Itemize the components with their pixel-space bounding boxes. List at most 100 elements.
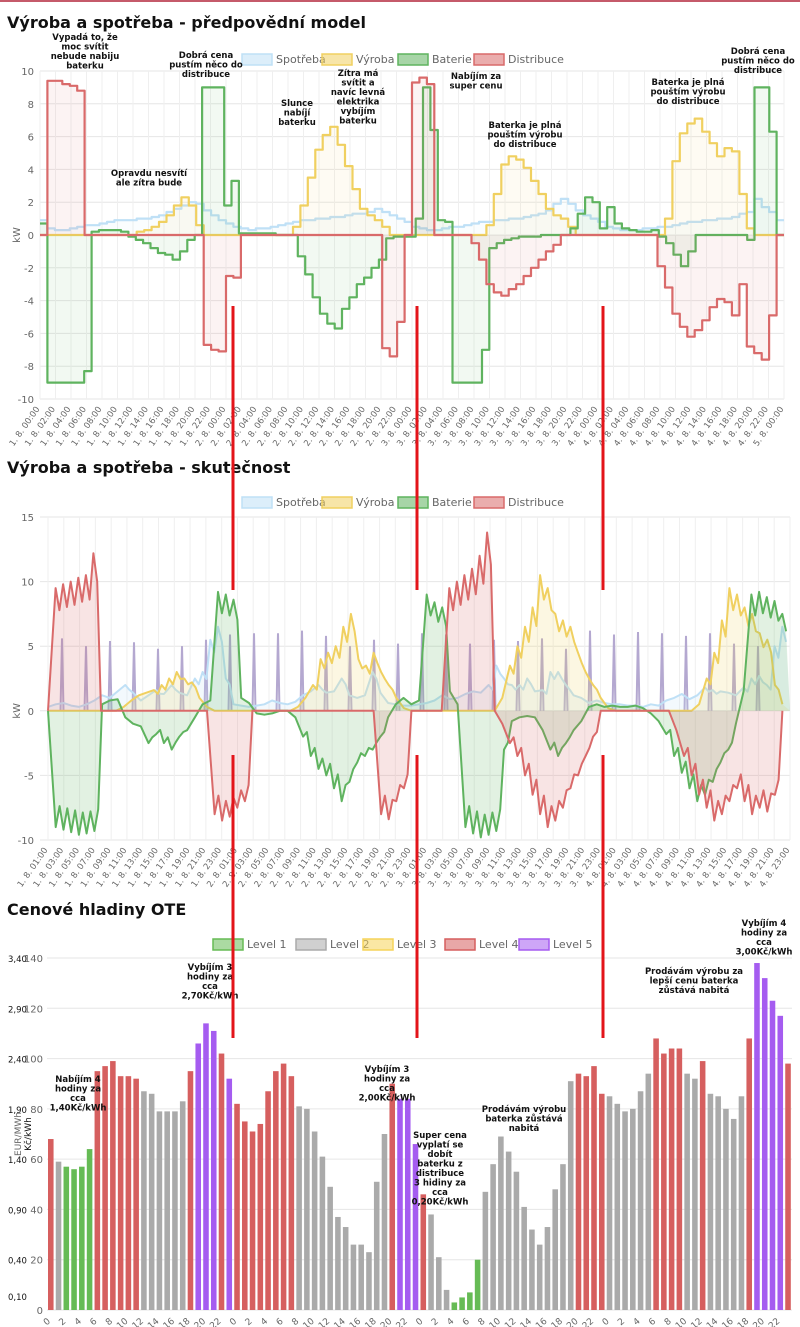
actual-consumption-spike <box>275 633 281 711</box>
actual-consumption-spike <box>395 643 401 711</box>
price-xtick: 16 <box>162 1316 177 1327</box>
price-ytick-czk: 3,40 <box>8 955 27 965</box>
price-xtick: 0 <box>42 1316 53 1327</box>
price-ytick-czk: 1,90 <box>8 1106 27 1116</box>
price-bar <box>125 1076 132 1310</box>
forecast-annotation: Nabíjím za super cenu <box>449 72 502 92</box>
price-bar <box>55 1161 62 1310</box>
legend-label-forecast-spotreba: Spotřeba <box>276 53 326 66</box>
price-xtick: 4 <box>73 1316 84 1327</box>
price-bar <box>79 1166 85 1310</box>
actual-series-area-baterie <box>48 591 790 838</box>
price-bar <box>110 1061 116 1310</box>
legend-label-actual-spotreba: Spotřeba <box>276 496 326 509</box>
forecast-ytick: 2 <box>28 198 34 209</box>
forecast-series-area-spotreba <box>40 198 784 235</box>
forecast-ytick: 6 <box>28 133 34 144</box>
price-bar <box>591 1066 597 1310</box>
legend-swatch-forecast-distribuce <box>473 53 505 66</box>
price-bar <box>265 1091 271 1310</box>
price-bar <box>156 1111 163 1310</box>
price-bar <box>288 1076 295 1310</box>
price-bar <box>304 1108 310 1310</box>
price-bar <box>498 1136 504 1310</box>
price-bar <box>459 1297 465 1310</box>
legend-swatch-forecast-spotreba <box>241 53 273 66</box>
price-xtick: 18 <box>364 1316 379 1327</box>
price-bar <box>412 1144 419 1310</box>
price-ytick-czk: 0,90 <box>8 1206 27 1216</box>
forecast-annotation: Dobrá cena pustím něco do distribuce <box>721 47 795 76</box>
forecast-annotation: Vypadá to, že moc svítit nebude nabiju bate… <box>51 33 120 72</box>
price-xtick: 0 <box>228 1316 239 1327</box>
price-xtick: 16 <box>721 1316 736 1327</box>
price-ytick: 120 <box>24 1004 43 1015</box>
price-bar <box>560 1164 566 1310</box>
price-bar <box>195 1043 202 1310</box>
forecast-series-spotreba <box>40 197 784 232</box>
price-bar <box>684 1073 690 1310</box>
actual-consumption-spike <box>755 646 761 711</box>
price-bar <box>342 1227 349 1310</box>
price-bar <box>637 1091 644 1310</box>
price-bar <box>48 1139 54 1310</box>
price-ytick: 40 <box>30 1205 43 1216</box>
actual-consumption-spike <box>563 648 569 711</box>
actual-ytick: -10 <box>18 836 34 847</box>
forecast-ytick: 0 <box>28 231 34 242</box>
legend-label-forecast-baterie: Baterie <box>432 53 472 66</box>
price-bar <box>521 1206 527 1310</box>
price-annotation: Vybíjím 3 hodiny za cca 2,00Kč/kWh <box>359 1065 416 1104</box>
price-bar <box>653 1038 659 1310</box>
forecast-series-area-vyroba <box>40 118 784 235</box>
forecast-series-vyroba <box>40 117 784 237</box>
forecast-title: Výroba a spotřeba - předpovědní model <box>7 13 366 32</box>
price-bar <box>257 1123 264 1310</box>
legend-label-forecast-distribuce: Distribuce <box>508 53 564 66</box>
price-xtick: 0 <box>601 1316 612 1327</box>
price-bar <box>622 1111 628 1310</box>
price-bar <box>366 1252 372 1310</box>
price-xtick: 8 <box>663 1316 674 1327</box>
price-bar <box>474 1259 481 1310</box>
price-bar <box>567 1081 574 1310</box>
price-bar <box>404 1098 411 1310</box>
actual-consumption-spike <box>83 646 89 711</box>
price-bar <box>529 1229 535 1310</box>
price-bar <box>319 1156 326 1310</box>
price-bar <box>676 1048 683 1310</box>
price-xtick: 14 <box>333 1316 348 1327</box>
price-annotation: Prodávám výrobu baterka zůstává nabitá <box>482 1105 566 1134</box>
price-bar <box>133 1078 139 1310</box>
forecast-annotation: Slunce nabíjí baterku <box>278 99 316 128</box>
price-bar <box>513 1171 520 1310</box>
price-ytick: 140 <box>24 954 43 965</box>
price-bar <box>187 1071 194 1310</box>
actual-title: Výroba a spotřeba - skutečnost <box>7 458 291 477</box>
price-xtick: 0 <box>414 1316 425 1327</box>
price-bar <box>210 1030 217 1310</box>
actual-consumption-spike <box>59 638 65 711</box>
legend-swatch-price-level1 <box>212 938 244 951</box>
price-bar <box>226 1078 233 1310</box>
price-xtick: 22 <box>208 1317 223 1327</box>
price-xtick: 16 <box>348 1316 363 1327</box>
price-ytick: 80 <box>30 1105 43 1116</box>
price-xtick: 6 <box>89 1316 100 1327</box>
price-bar <box>436 1257 442 1310</box>
actual-ytick: 10 <box>21 578 34 589</box>
forecast-ytick: -6 <box>24 329 34 340</box>
legend-label-actual-baterie: Baterie <box>432 496 472 509</box>
legend-swatch-price-level3 <box>362 938 394 951</box>
price-xtick: 12 <box>317 1317 332 1327</box>
price-bar <box>583 1076 590 1310</box>
price-annotation: Nabíjím 4 hodiny za cca 1,40Kč/kWh <box>50 1075 107 1114</box>
price-xtick: 6 <box>461 1316 472 1327</box>
legend-label-price-level4: Level 4 <box>479 938 519 951</box>
price-xtick: 20 <box>752 1316 767 1327</box>
price-xtick: 6 <box>275 1316 286 1327</box>
actual-consumption-spike <box>611 634 617 711</box>
price-bar <box>645 1073 652 1310</box>
price-xtick: 10 <box>301 1316 316 1327</box>
forecast-annotation: Baterka je plná pouštím výrobu do distribu… <box>650 78 725 107</box>
